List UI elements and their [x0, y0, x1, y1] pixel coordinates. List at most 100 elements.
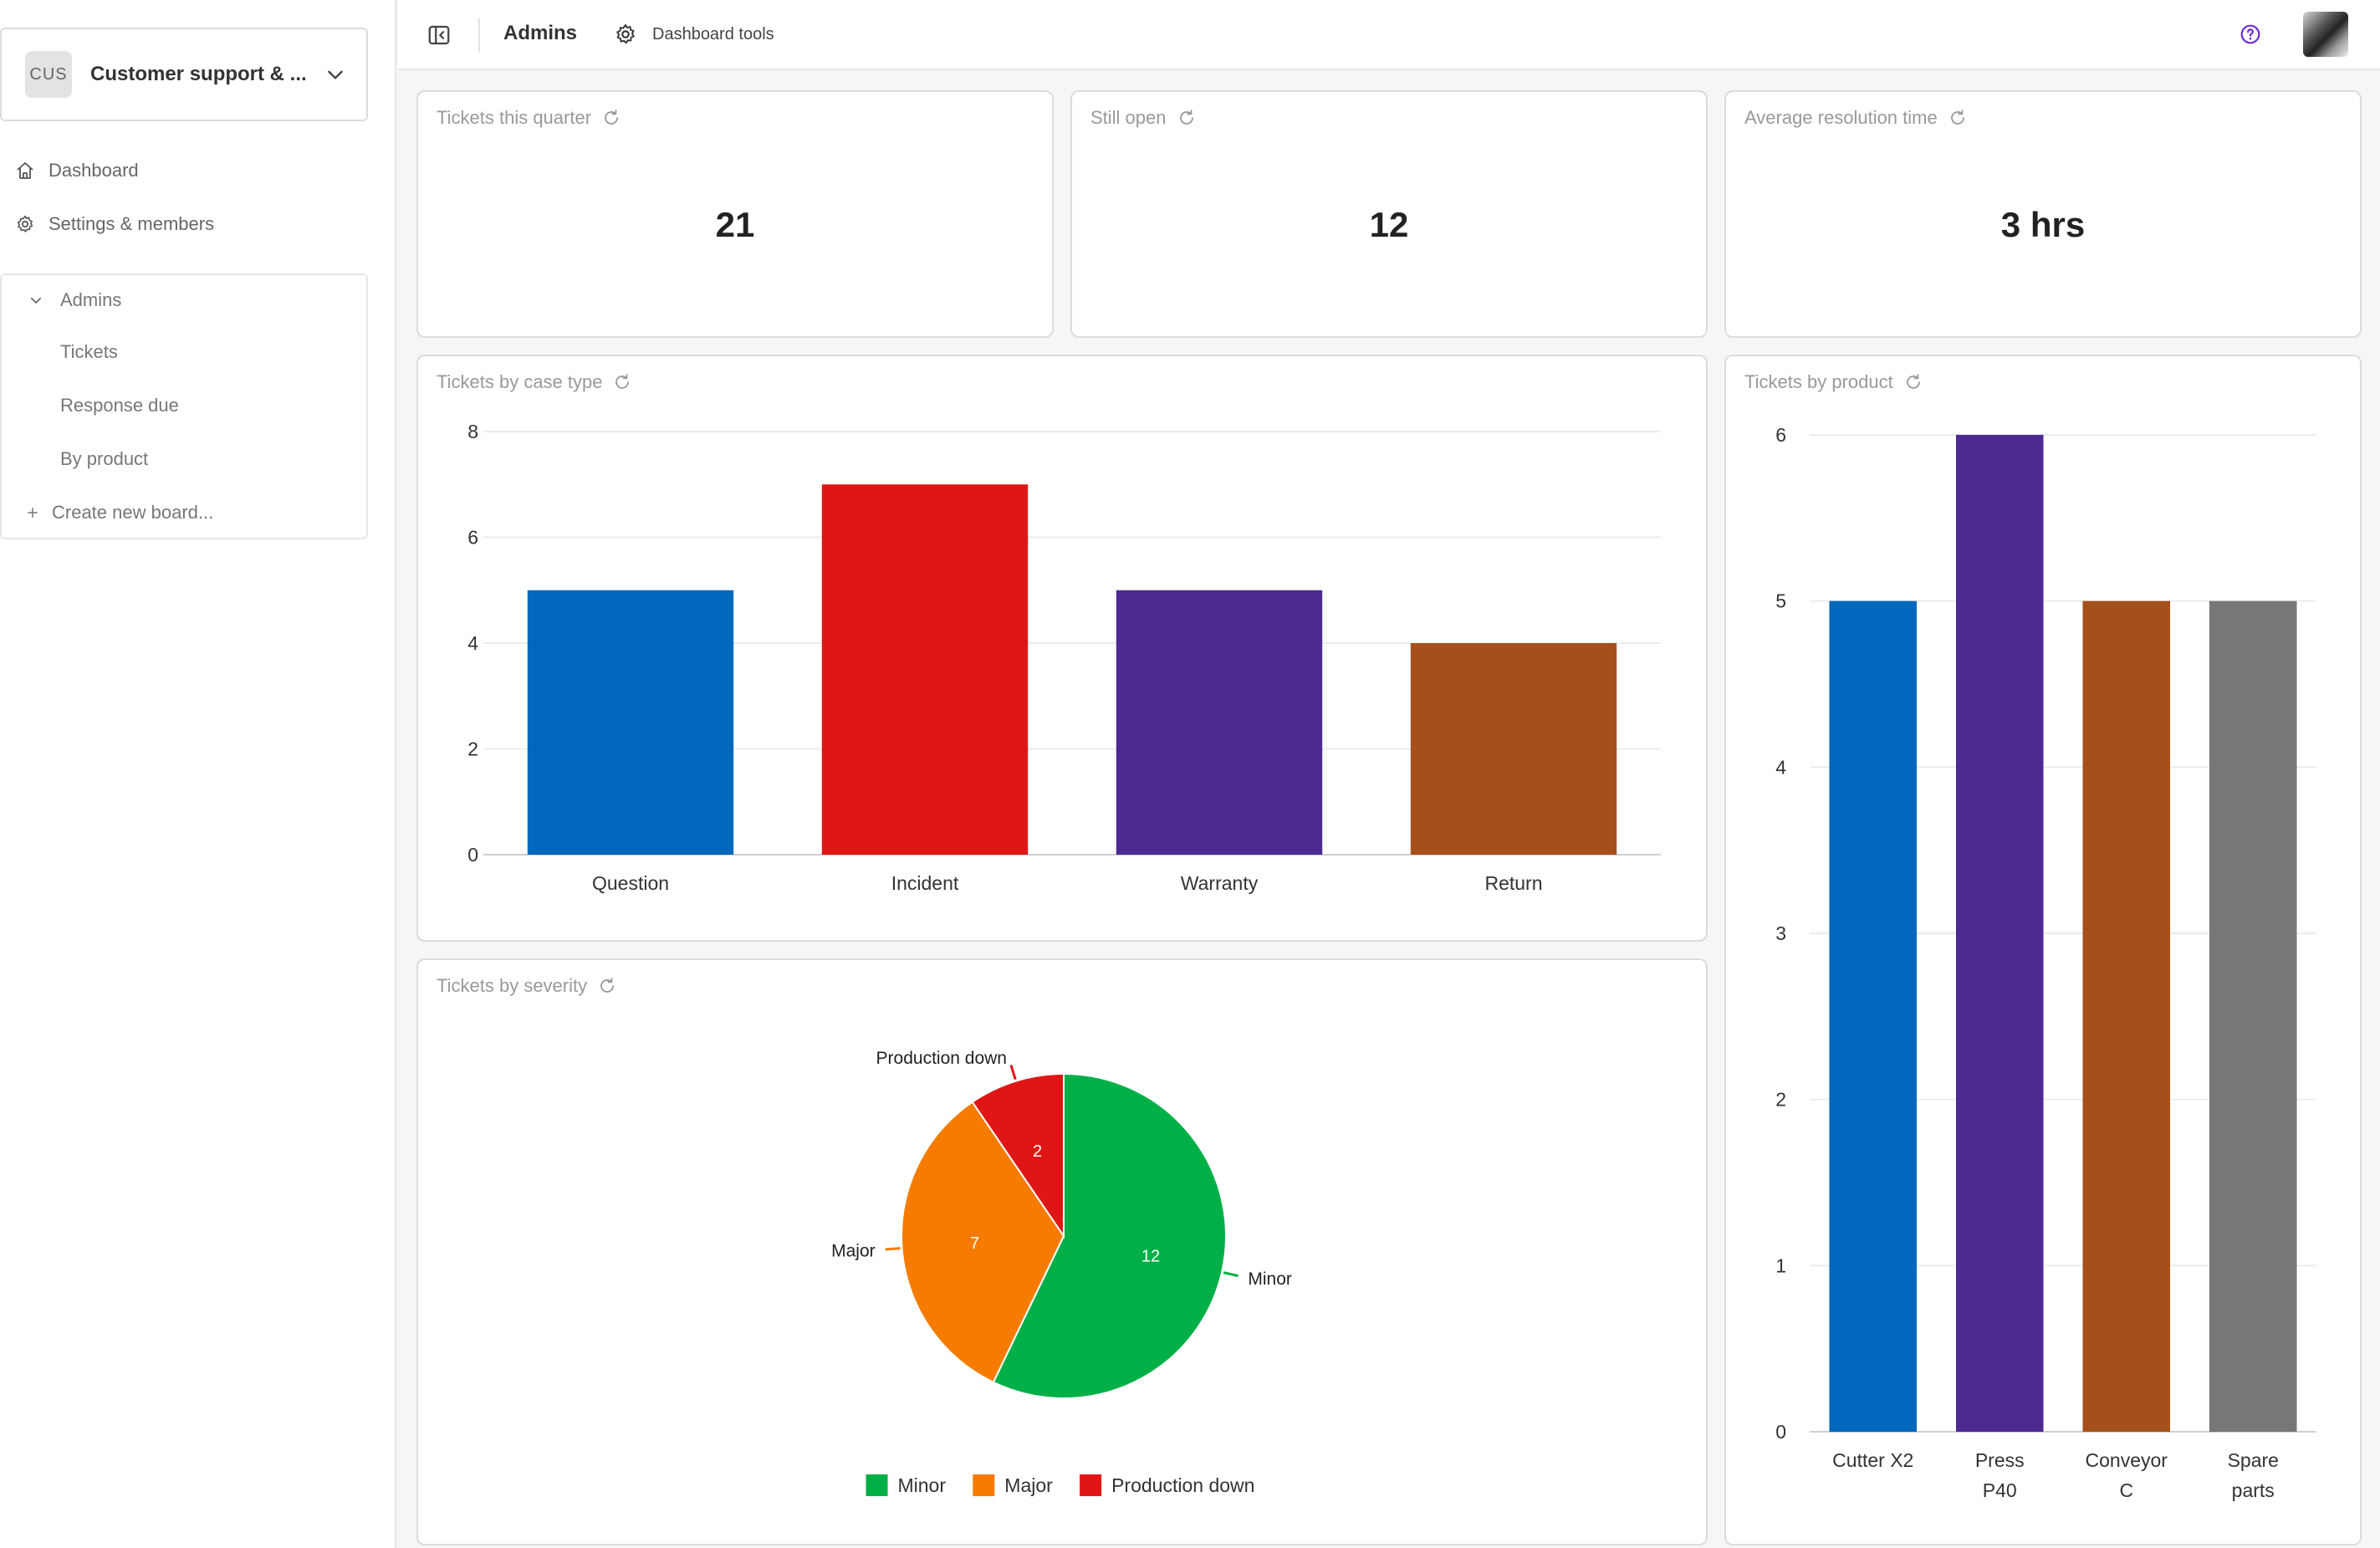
- slice-value-label: 12: [1141, 1248, 1160, 1266]
- board-item-label: Response due: [60, 395, 179, 416]
- bar: [527, 590, 734, 855]
- legend-item[interactable]: Major: [973, 1474, 1053, 1496]
- board-group-label: Admins: [60, 289, 122, 310]
- divider: [478, 18, 480, 52]
- chevron-down-icon: [328, 70, 343, 79]
- card-title-text: Still open: [1090, 107, 1167, 128]
- board-group: Admins Tickets Response due By product C…: [0, 273, 368, 539]
- bar-chart-case-type: 0 2 4 6 8 Question Incident Warranty Return: [467, 421, 1661, 894]
- legend-label: Major: [1004, 1474, 1053, 1496]
- card-title: Tickets by severity: [437, 975, 617, 997]
- legend-item[interactable]: Minor: [866, 1474, 947, 1496]
- y-tick-label: 4: [1775, 756, 1786, 778]
- pie-slice: [901, 1101, 1065, 1384]
- refresh-icon[interactable]: [1177, 108, 1197, 128]
- plus-icon: [28, 508, 38, 518]
- y-tick-label: 8: [467, 421, 478, 442]
- nav-settings-members[interactable]: Settings & members: [15, 207, 214, 241]
- refresh-icon[interactable]: [597, 976, 617, 996]
- board-item-by-product[interactable]: By product: [60, 442, 148, 476]
- y-tick-label: 6: [467, 527, 478, 549]
- x-tick-label: Incident: [891, 872, 959, 894]
- kpi-card-avg-resolution: Average resolution time 3 hrs: [1724, 90, 2362, 338]
- card-title-text: Average resolution time: [1744, 107, 1938, 128]
- board-item-tickets[interactable]: Tickets: [60, 335, 118, 369]
- sidebar: CUS Customer support & ... Dashboard Set…: [0, 0, 396, 1548]
- avatar[interactable]: [2303, 12, 2348, 57]
- chart-title: Tickets by product: [1744, 371, 1893, 392]
- workspace-badge: CUS: [25, 51, 72, 98]
- nav-dashboard-label: Dashboard: [49, 160, 139, 181]
- slice-name-label: Major: [831, 1242, 876, 1261]
- create-board-button[interactable]: Create new board...: [25, 496, 213, 529]
- chart-title: Tickets by case type: [437, 371, 603, 392]
- workspace-name: Customer support & ...: [90, 63, 307, 85]
- gear-icon: [17, 215, 33, 232]
- slice-value-label: 7: [970, 1234, 979, 1253]
- bar: [2082, 600, 2171, 1432]
- kpi-card-still-open: Still open 12: [1070, 90, 1708, 338]
- help-icon[interactable]: [2240, 23, 2261, 45]
- refresh-icon[interactable]: [1948, 108, 1968, 128]
- home-icon: [17, 162, 33, 179]
- bar: [2209, 600, 2297, 1432]
- x-tick-label: P40: [1983, 1479, 2017, 1501]
- bar: [1116, 590, 1323, 855]
- card-title-text: Tickets this quarter: [437, 107, 592, 128]
- board-item-label: Tickets: [60, 341, 118, 362]
- legend-item[interactable]: Production down: [1080, 1474, 1254, 1496]
- kpi-value: 12: [1369, 205, 1409, 244]
- y-tick-label: 3: [1775, 922, 1786, 944]
- board-item-response-due[interactable]: Response due: [60, 389, 179, 422]
- x-tick-label: Warranty: [1181, 872, 1259, 894]
- x-tick-label: Spare: [2228, 1449, 2279, 1471]
- x-tick-label: C: [2119, 1479, 2133, 1501]
- board-item-label: By product: [60, 448, 149, 469]
- x-tick-label: Cutter X2: [1832, 1449, 1913, 1471]
- y-tick-label: 1: [1775, 1254, 1786, 1276]
- page-title: Admins: [503, 22, 578, 44]
- create-board-label: Create new board...: [52, 502, 214, 523]
- card-title: Tickets by product: [1744, 371, 1923, 393]
- bar: [821, 484, 1029, 855]
- pie-slice: [992, 1072, 1227, 1399]
- chart-card-product: Tickets by product 0 1 2 3 4 5 6 Cutter X2 Press…: [1724, 355, 2362, 1545]
- slice-value-label: 2: [1033, 1142, 1042, 1161]
- pie-chart-severity: 12 Minor 7 Major 2 Production down Minor Major P…: [831, 1049, 1292, 1496]
- y-tick-label: 0: [1775, 1421, 1786, 1443]
- x-tick-label: Press: [1975, 1449, 2025, 1471]
- chevron-down-icon: [30, 297, 42, 304]
- gear-icon: [616, 23, 635, 44]
- refresh-icon[interactable]: [601, 108, 621, 128]
- card-title: Average resolution time: [1744, 107, 1968, 129]
- y-tick-label: 6: [1775, 424, 1786, 446]
- kpi-value: 3 hrs: [2000, 205, 2086, 244]
- board-group-toggle[interactable]: Admins: [28, 284, 121, 317]
- card-title: Tickets this quarter: [437, 107, 621, 129]
- kpi-value: 21: [715, 205, 755, 244]
- slice-leader-line: [1223, 1271, 1239, 1278]
- y-tick-label: 5: [1775, 590, 1786, 612]
- y-tick-label: 0: [467, 844, 478, 866]
- dashboard-tools-button[interactable]: Dashboard tools: [614, 20, 774, 49]
- y-tick-label: 2: [467, 738, 478, 760]
- slice-name-label: Minor: [1248, 1270, 1292, 1289]
- nav-dashboard[interactable]: Dashboard: [15, 154, 139, 187]
- legend-swatch: [866, 1474, 888, 1496]
- refresh-icon[interactable]: [1903, 372, 1923, 392]
- legend-label: Production down: [1111, 1474, 1254, 1496]
- collapse-sidebar-icon[interactable]: [426, 23, 452, 48]
- chart-title: Tickets by severity: [437, 975, 588, 996]
- x-tick-label: Conveyor: [2086, 1449, 2168, 1471]
- bar: [1955, 435, 2044, 1432]
- workspace-switcher[interactable]: CUS Customer support & ...: [0, 28, 368, 121]
- chart-card-severity: Tickets by severity 12 Minor 7 Major 2 Produc…: [416, 958, 1708, 1545]
- refresh-icon[interactable]: [612, 372, 632, 392]
- x-tick-label: Question: [592, 872, 669, 894]
- top-bar: Admins Dashboard tools: [398, 0, 2380, 70]
- y-tick-label: 4: [467, 632, 478, 654]
- chart-card-case-type: Tickets by case type 0 2 4 6 8 Question Incide…: [416, 355, 1708, 942]
- kpi-card-tickets-quarter: Tickets this quarter 21: [416, 90, 1054, 338]
- dashboard-tools-label: Dashboard tools: [652, 24, 774, 43]
- slice-name-label: Production down: [876, 1049, 1007, 1068]
